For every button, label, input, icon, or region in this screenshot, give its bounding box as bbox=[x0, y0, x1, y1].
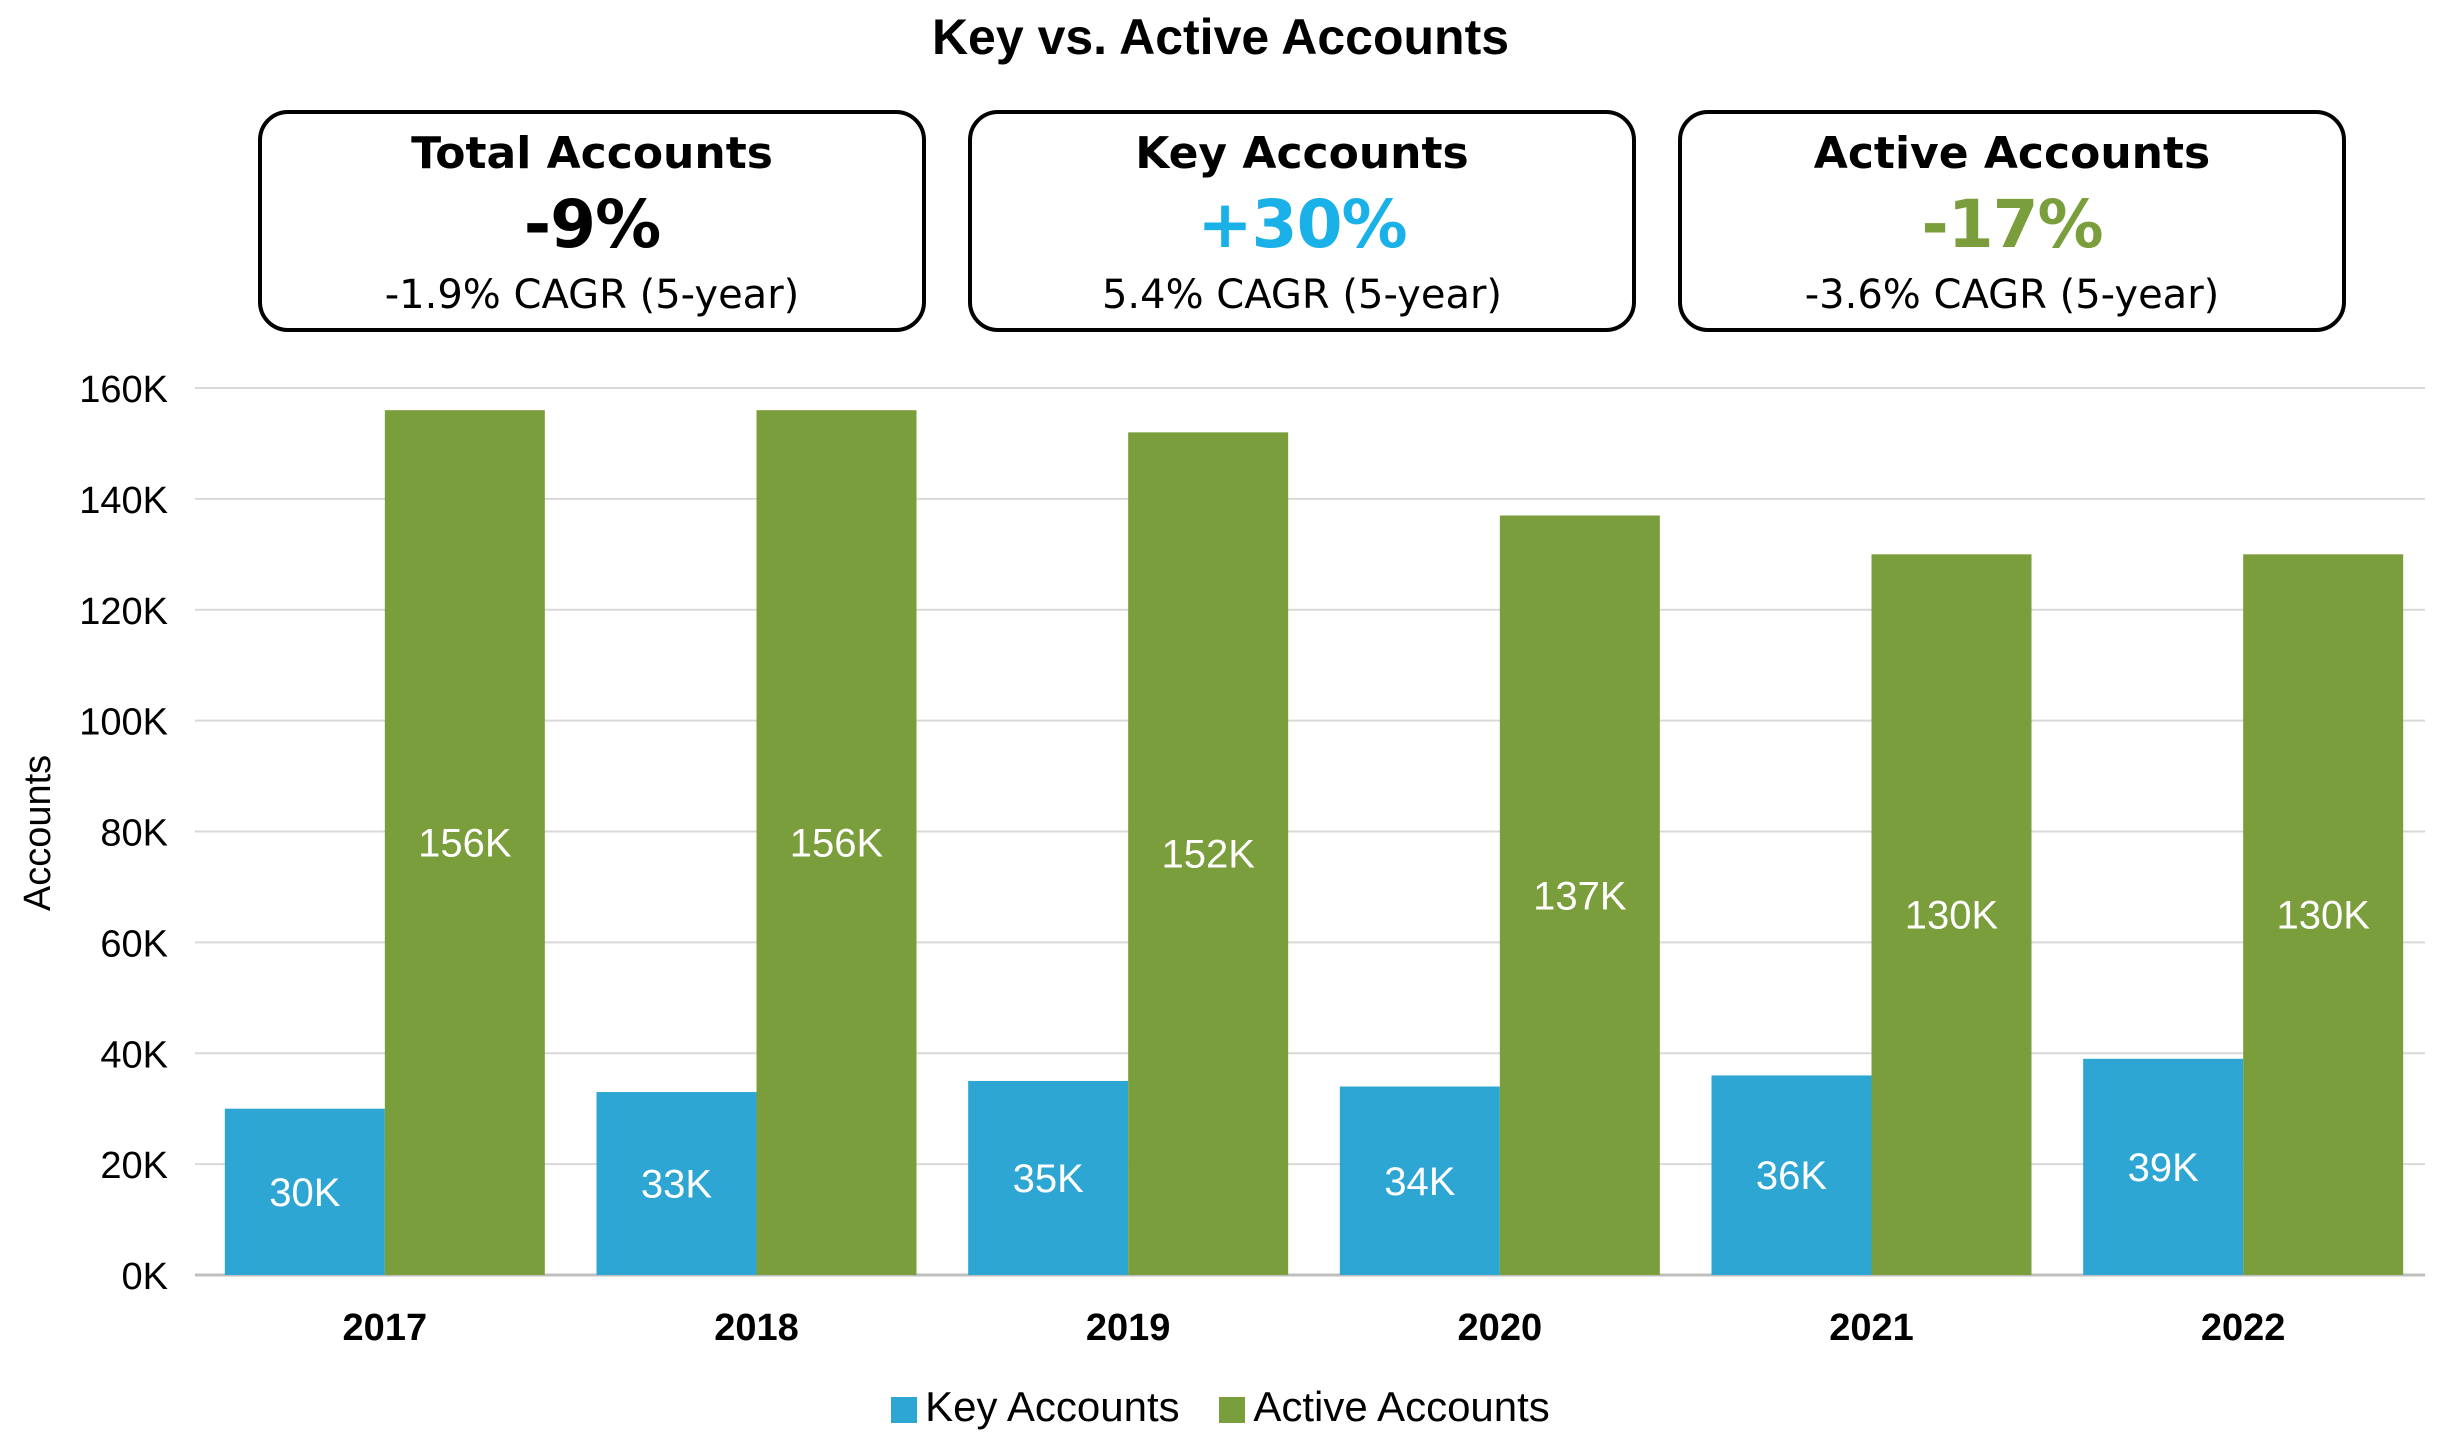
kpi-value: -17% bbox=[1921, 186, 2103, 263]
bar-active-accounts-2019 bbox=[1128, 432, 1289, 1276]
y-tick-label: 100K bbox=[79, 702, 168, 744]
bar-key-accounts-2020 bbox=[1339, 1086, 1500, 1275]
kpi-card-total-accounts: Total Accounts -9% -1.9% CAGR (5-year) bbox=[258, 110, 926, 332]
x-tick-label: 2021 bbox=[1829, 1307, 1914, 1349]
kpi-value: -9% bbox=[523, 186, 661, 263]
data-label: 130K bbox=[1905, 894, 1999, 938]
legend-label: Active Accounts bbox=[1253, 1383, 1550, 1430]
chart-title: Key vs. Active Accounts bbox=[931, 9, 1510, 65]
y-tick-label: 160K bbox=[79, 369, 168, 411]
data-label: 39K bbox=[2128, 1146, 2199, 1190]
bar-active-accounts-2020 bbox=[1499, 515, 1660, 1275]
y-tick-label: 120K bbox=[79, 591, 168, 633]
x-tick-label: 2022 bbox=[2201, 1307, 2286, 1349]
kpi-subtext: 5.4% CAGR (5-year) bbox=[1101, 272, 1503, 318]
kpi-label: Total Accounts bbox=[411, 128, 773, 179]
data-label: 36K bbox=[1756, 1154, 1827, 1198]
legend-swatch-key-accounts bbox=[891, 1397, 918, 1423]
y-tick-label: 40K bbox=[100, 1034, 168, 1076]
kpi-subtext: -1.9% CAGR (5-year) bbox=[384, 272, 800, 318]
bar-active-accounts-2018 bbox=[756, 410, 917, 1275]
data-label: 156K bbox=[418, 822, 512, 866]
x-tick-label: 2020 bbox=[1458, 1307, 1543, 1349]
data-label: 33K bbox=[641, 1163, 712, 1207]
kpi-subtext: -3.6% CAGR (5-year) bbox=[1804, 272, 2220, 318]
y-tick-label: 140K bbox=[79, 480, 168, 522]
kpi-value: +30% bbox=[1197, 186, 1407, 263]
kpi-label: Key Accounts bbox=[1135, 128, 1469, 179]
bar-key-accounts-2018 bbox=[596, 1092, 757, 1275]
kpi-card-active-accounts: Active Accounts -17% -3.6% CAGR (5-year) bbox=[1678, 110, 2346, 332]
y-axis-title: Accounts bbox=[17, 755, 59, 911]
bar-active-accounts-2022 bbox=[2243, 554, 2404, 1275]
x-tick-label: 2019 bbox=[1086, 1307, 1171, 1349]
legend: Key Accounts Active Accounts bbox=[0, 1383, 2441, 1431]
kpi-card-key-accounts: Key Accounts +30% 5.4% CAGR (5-year) bbox=[968, 110, 1636, 332]
x-tick-label: 2017 bbox=[343, 1307, 428, 1349]
y-tick-label: 0K bbox=[122, 1256, 168, 1298]
data-label: 130K bbox=[2276, 894, 2370, 938]
bar-key-accounts-2017 bbox=[224, 1108, 385, 1275]
x-tick-label: 2018 bbox=[714, 1307, 799, 1349]
data-label: 156K bbox=[790, 822, 884, 866]
bar-active-accounts-2021 bbox=[1871, 554, 2032, 1275]
legend-item-active-accounts: Active Accounts bbox=[1219, 1383, 1550, 1431]
data-label: 30K bbox=[269, 1171, 340, 1215]
legend-swatch-active-accounts bbox=[1219, 1397, 1246, 1423]
kpi-label: Active Accounts bbox=[1813, 128, 2211, 179]
legend-label: Key Accounts bbox=[925, 1383, 1180, 1430]
data-label: 35K bbox=[1013, 1157, 1084, 1201]
bar-key-accounts-2021 bbox=[1711, 1075, 1872, 1275]
bar-key-accounts-2019 bbox=[968, 1080, 1129, 1275]
data-label: 152K bbox=[1161, 833, 1255, 877]
bar-active-accounts-2017 bbox=[384, 410, 545, 1275]
bar-key-accounts-2022 bbox=[2083, 1058, 2244, 1275]
data-label: 137K bbox=[1533, 874, 1627, 918]
y-tick-label: 20K bbox=[100, 1145, 168, 1187]
y-tick-label: 60K bbox=[100, 923, 168, 965]
data-label: 34K bbox=[1384, 1160, 1455, 1204]
legend-item-key-accounts: Key Accounts bbox=[891, 1383, 1180, 1431]
y-tick-label: 80K bbox=[100, 813, 168, 855]
